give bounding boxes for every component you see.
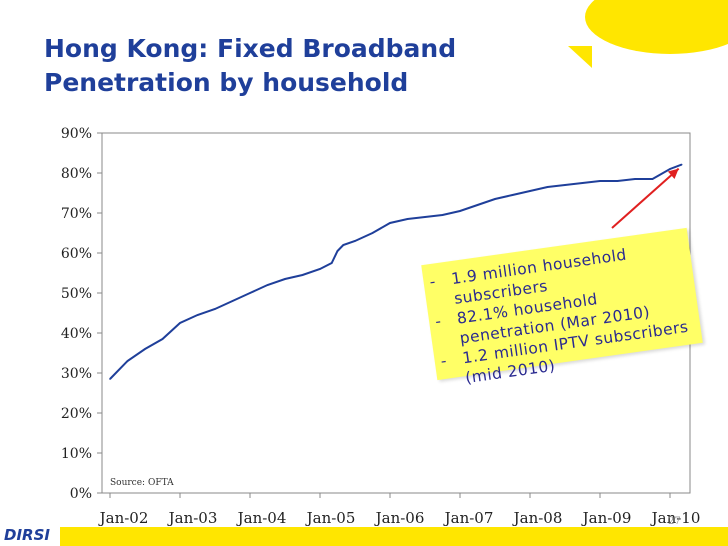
data-point [144, 348, 146, 350]
data-point [126, 360, 129, 362]
slide-title: Hong Kong: Fixed Broadband Penetration b… [44, 34, 457, 97]
data-point [494, 198, 496, 200]
data-point [581, 182, 584, 184]
data-point [330, 262, 333, 264]
y-axis-ticks: 0% 10% 20% 30% 40% 50% 60% 70% 80% 90% [61, 126, 102, 502]
data-point [669, 168, 671, 170]
data-point [354, 240, 356, 242]
data-point [231, 300, 234, 302]
x-tick-label: Jan-02 [98, 509, 149, 527]
data-point [249, 292, 251, 294]
y-tick-label: 30% [61, 366, 92, 382]
data-point [616, 180, 619, 182]
x-axis-ticks: Jan-02 Jan-03 Jan-04 Jan-05 Jan-06 Jan-07 Jan-… [98, 493, 701, 527]
data-point [511, 194, 514, 196]
data-point [599, 180, 601, 182]
annotation-arrow [611, 167, 680, 229]
x-tick-label: Jan-09 [581, 509, 632, 527]
data-point [476, 204, 479, 206]
y-tick-label: 10% [61, 446, 92, 462]
footer-bar [60, 527, 728, 546]
data-point [336, 250, 339, 252]
data-point [161, 338, 164, 340]
data-point [680, 163, 683, 166]
data-point [319, 268, 321, 270]
y-tick-label: 0% [70, 486, 92, 502]
data-point [529, 190, 531, 192]
data-points [109, 163, 683, 380]
data-point [301, 274, 304, 276]
data-point [389, 222, 391, 224]
dirsi-logo: DIRSI [4, 526, 50, 544]
data-point [424, 216, 426, 218]
y-tick-label: 90% [61, 126, 92, 142]
data-point [214, 308, 216, 310]
data-point [266, 284, 269, 286]
data-point [406, 218, 409, 220]
data-point [564, 184, 566, 186]
data-point [342, 244, 345, 246]
series-line-penetration [109, 163, 683, 380]
data-point [196, 314, 199, 316]
data-point [546, 186, 549, 188]
x-tick-label: Jan-07 [443, 509, 494, 527]
y-tick-label: 20% [61, 406, 92, 422]
data-point [371, 232, 374, 234]
y-tick-label: 60% [61, 246, 92, 262]
x-tick-label: Jan-10 [650, 509, 701, 527]
y-tick-label: 50% [61, 286, 92, 302]
x-tick-label: Jan-04 [236, 509, 287, 527]
x-tick-label: Jan-05 [305, 509, 356, 527]
y-tick-label: 70% [61, 206, 92, 222]
x-tick-label: Jan-08 [512, 509, 563, 527]
speech-bubble-tail [568, 46, 592, 68]
x-tick-label: Jan-03 [167, 509, 218, 527]
source-label: Source: OFTA [110, 478, 174, 488]
y-tick-label: 40% [61, 326, 92, 342]
y-tick-label: 80% [61, 166, 92, 182]
page-number: 27 [668, 516, 681, 527]
data-point [634, 178, 636, 180]
data-point [179, 322, 181, 324]
data-point [651, 178, 654, 180]
x-tick-label: Jan-06 [374, 509, 425, 527]
data-point [459, 210, 461, 212]
data-point [284, 278, 286, 280]
data-point [109, 378, 111, 380]
data-point [441, 214, 444, 216]
annotation-arrow-head [667, 168, 679, 179]
